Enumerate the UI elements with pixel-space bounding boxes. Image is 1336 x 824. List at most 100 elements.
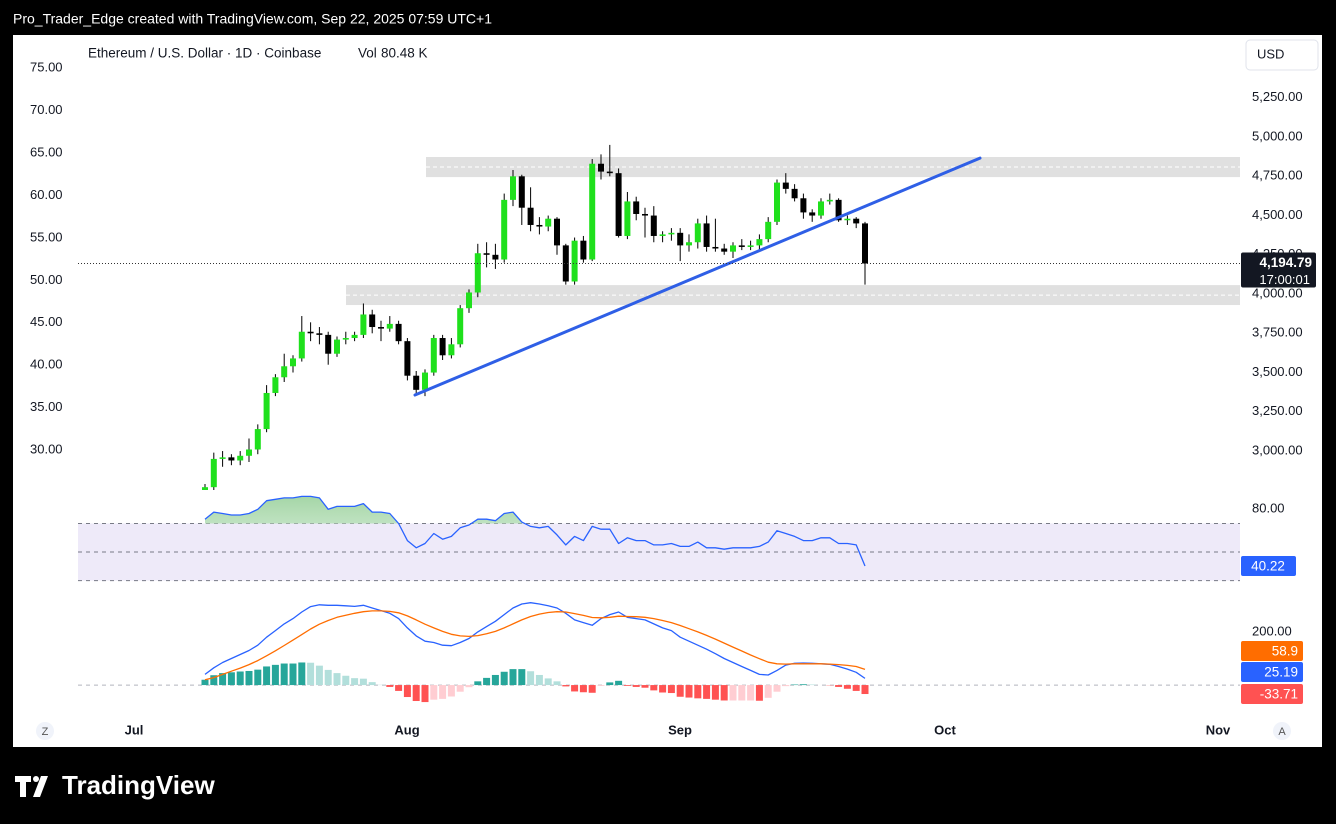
histogram-bar <box>509 669 517 686</box>
y2-tick-label: 40.00 <box>30 357 63 372</box>
macd-value-box <box>1241 684 1303 704</box>
x-tick-label: Sep <box>668 722 692 737</box>
x-tick-label: Oct <box>934 722 956 737</box>
header: Pro_Trader_Edge created with TradingView… <box>13 11 492 27</box>
candle-body <box>430 338 437 373</box>
candle-body <box>263 392 270 430</box>
histogram-bar <box>500 671 508 686</box>
symbol-legend: Ethereum / U.S. Dollar · 1D · Coinbase <box>88 46 321 61</box>
candle-body <box>474 253 481 293</box>
histogram-bar <box>676 685 684 697</box>
macd-value-label: -33.71 <box>1260 687 1298 702</box>
histogram-bar <box>236 671 244 686</box>
candle-body <box>738 245 745 247</box>
scale-button[interactable] <box>1273 722 1291 740</box>
candle-body <box>298 331 305 359</box>
candle-body <box>246 449 252 456</box>
candle-body <box>202 487 208 490</box>
histogram-bar <box>799 684 807 686</box>
y2-tick-label: 35.00 <box>30 399 63 414</box>
histogram-bar <box>412 685 420 702</box>
histogram-bar <box>764 685 772 698</box>
candle-body <box>606 171 613 174</box>
histogram-bar <box>747 685 755 701</box>
y2-tick-label: 65.00 <box>30 144 63 159</box>
candle-body <box>334 339 340 354</box>
last-price-label: 4,194.79 <box>1259 255 1312 270</box>
candle-body <box>290 358 296 367</box>
y-tick-label: 3,500.00 <box>1252 364 1303 379</box>
y2-tick-label: 60.00 <box>30 187 63 202</box>
candle-body <box>281 366 288 378</box>
candle-body <box>219 457 226 459</box>
candle-body <box>369 314 376 328</box>
last-price-box <box>1241 252 1316 288</box>
histogram-bar <box>430 685 438 700</box>
histogram-bar <box>421 685 429 703</box>
histogram-bar <box>227 672 235 686</box>
candle-body <box>694 223 701 243</box>
candle-body <box>360 314 367 335</box>
overbought-fill <box>205 496 525 524</box>
candle-body <box>237 455 244 461</box>
candle-body <box>598 163 604 172</box>
histogram-bar <box>245 670 253 686</box>
y2-tick-label: 55.00 <box>30 229 63 244</box>
histogram-bar <box>289 663 297 686</box>
candle-body <box>325 334 332 354</box>
candle-body <box>791 188 798 199</box>
histogram-bar <box>773 685 781 692</box>
x-tick-label: Jul <box>125 722 144 737</box>
y-tick-label: 5,000.00 <box>1252 128 1303 143</box>
y-tick-label: 80.00 <box>1252 501 1285 516</box>
histogram-bar <box>254 669 262 686</box>
scale-button-label[interactable]: Z <box>42 726 49 738</box>
y2-tick-label: 30.00 <box>30 442 63 457</box>
candle-body <box>624 201 631 236</box>
scale-button[interactable] <box>36 722 54 740</box>
y-tick-label: 3,250.00 <box>1252 403 1303 418</box>
candle-body <box>826 199 833 202</box>
macd-value-box <box>1241 662 1303 682</box>
zone <box>346 285 1240 306</box>
histogram-bar <box>720 685 728 701</box>
candle-body <box>659 234 666 236</box>
candle-body <box>492 254 499 260</box>
histogram-bar <box>703 685 711 699</box>
candle-body <box>483 253 490 255</box>
candle-body <box>210 458 217 488</box>
histogram-bar <box>835 685 843 687</box>
candle-body <box>721 248 728 252</box>
macd-value-box <box>1241 641 1303 661</box>
histogram-bar <box>456 685 464 692</box>
histogram-bar <box>447 685 455 697</box>
candle-body <box>386 323 393 329</box>
candle-body <box>650 215 657 236</box>
currency[interactable]: USD <box>1257 46 1284 61</box>
candle-body <box>782 182 789 189</box>
histogram-bar <box>588 685 596 693</box>
histogram-bar <box>395 685 403 691</box>
candle-body <box>466 292 472 309</box>
histogram-bar <box>315 665 323 686</box>
candle-body <box>818 201 824 216</box>
histogram-bar <box>263 666 271 686</box>
candle-body <box>844 218 851 221</box>
scale-button-label[interactable]: A <box>1278 726 1286 738</box>
y-tick-label: 3,750.00 <box>1252 325 1303 340</box>
trend-line <box>413 156 982 397</box>
currency-box[interactable] <box>1245 39 1319 71</box>
macd-line <box>204 602 866 679</box>
histogram-bar <box>491 674 499 686</box>
histogram-bar <box>729 685 737 701</box>
candle-body <box>228 457 235 461</box>
histogram-bar <box>201 679 209 686</box>
candle-body <box>686 242 692 246</box>
x-tick-label: Nov <box>1206 722 1231 737</box>
candle-body <box>835 199 842 221</box>
y2-tick-label: 50.00 <box>30 272 63 287</box>
y-tick-label: 4,500.00 <box>1252 207 1303 222</box>
histogram-bar <box>562 685 570 687</box>
candle-body <box>457 308 464 345</box>
